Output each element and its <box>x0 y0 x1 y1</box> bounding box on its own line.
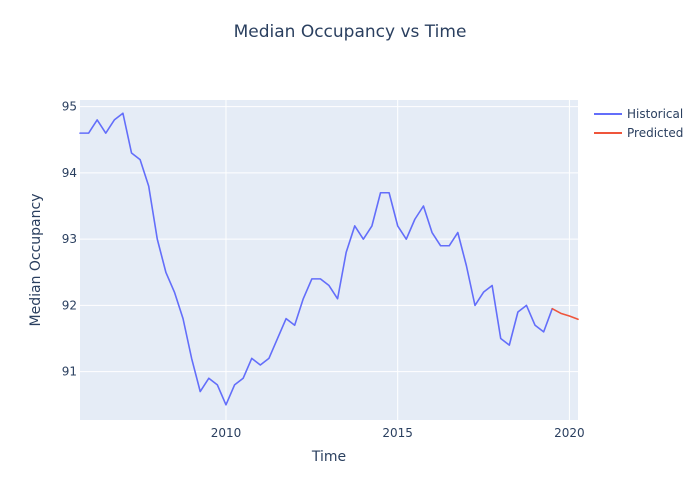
y-axis-title: Median Occupancy <box>28 194 44 327</box>
y-tick-label: 94 <box>62 166 77 180</box>
data-point-historical <box>224 403 228 407</box>
x-tick-label: 2015 <box>382 426 413 440</box>
x-tick-label: 2010 <box>211 426 242 440</box>
legend[interactable]: Historical Predicted <box>594 107 683 140</box>
data-point-historical <box>533 323 537 327</box>
data-point-historical <box>241 376 245 380</box>
data-point-historical <box>233 383 237 387</box>
data-point-historical <box>130 151 134 155</box>
data-point-historical <box>147 184 151 188</box>
data-point-historical <box>464 264 468 268</box>
data-point-historical <box>439 244 443 248</box>
legend-item-predicted[interactable]: Predicted <box>594 126 683 140</box>
data-point-historical <box>95 118 99 122</box>
series-line-predicted <box>551 307 579 321</box>
data-point-historical <box>104 131 108 135</box>
x-tick-label: 2020 <box>554 426 585 440</box>
data-point-historical <box>370 224 374 228</box>
data-point-historical <box>353 224 357 228</box>
x-axis-title: Time <box>311 449 346 465</box>
data-point-historical <box>284 317 288 321</box>
data-point-historical <box>190 356 194 360</box>
y-axis-ticks: 91 92 93 94 95 <box>62 100 77 379</box>
data-point-historical <box>215 383 219 387</box>
data-point-historical <box>456 231 460 235</box>
data-point-predicted <box>567 314 571 318</box>
legend-label-predicted: Predicted <box>627 126 683 140</box>
data-point-historical <box>421 204 425 208</box>
y-tick-label: 92 <box>62 298 77 312</box>
data-point-historical <box>138 158 142 162</box>
x-axis-ticks: 2010 2015 2020 <box>211 426 585 440</box>
y-tick-label: 91 <box>62 365 77 379</box>
data-point-historical <box>301 297 305 301</box>
data-point-historical <box>327 284 331 288</box>
data-point-predicted <box>559 311 563 315</box>
data-point-historical <box>267 356 271 360</box>
data-point-historical <box>293 323 297 327</box>
data-point-historical <box>112 118 116 122</box>
data-point-historical <box>413 217 417 221</box>
data-point-historical <box>396 224 400 228</box>
data-point-predicted <box>550 307 554 311</box>
data-point-historical <box>516 310 520 314</box>
chart-title: Median Occupancy vs Time <box>234 22 467 42</box>
data-point-historical <box>155 237 159 241</box>
data-point-historical <box>121 111 125 115</box>
legend-item-historical[interactable]: Historical <box>594 107 683 121</box>
series-lines <box>78 111 580 407</box>
data-point-historical <box>404 237 408 241</box>
data-point-historical <box>336 297 340 301</box>
data-point-predicted <box>576 317 580 321</box>
y-tick-label: 93 <box>62 232 77 246</box>
data-point-historical <box>275 337 279 341</box>
series-line-historical <box>79 112 554 406</box>
data-point-historical <box>490 284 494 288</box>
grid-lines <box>80 100 578 420</box>
data-point-historical <box>482 290 486 294</box>
data-point-historical <box>78 131 82 135</box>
data-point-historical <box>447 244 451 248</box>
data-point-historical <box>499 337 503 341</box>
data-point-historical <box>310 277 314 281</box>
data-point-historical <box>181 317 185 321</box>
data-point-historical <box>198 390 202 394</box>
data-point-historical <box>387 191 391 195</box>
data-point-historical <box>379 191 383 195</box>
y-tick-label: 95 <box>62 100 77 114</box>
data-point-historical <box>507 343 511 347</box>
data-point-historical <box>172 290 176 294</box>
data-point-historical <box>524 303 528 307</box>
data-point-historical <box>361 237 365 241</box>
data-point-historical <box>250 356 254 360</box>
data-point-historical <box>473 303 477 307</box>
data-point-historical <box>164 270 168 274</box>
legend-label-historical: Historical <box>627 107 683 121</box>
data-point-historical <box>87 131 91 135</box>
data-point-historical <box>542 330 546 334</box>
data-point-historical <box>318 277 322 281</box>
data-point-historical <box>207 376 211 380</box>
data-point-historical <box>344 250 348 254</box>
data-point-historical <box>258 363 262 367</box>
data-point-historical <box>430 231 434 235</box>
